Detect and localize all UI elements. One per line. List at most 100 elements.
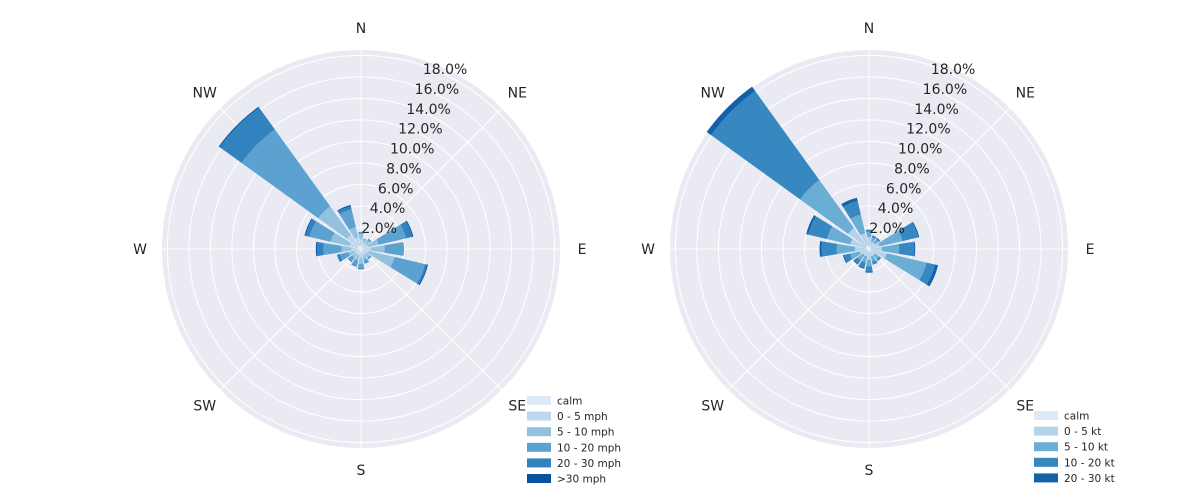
bar-w-series-3 — [341, 245, 352, 253]
bar-wsw-series-3 — [850, 251, 861, 260]
bar-e-series-3 — [370, 245, 385, 253]
bar-w-series-3 — [836, 243, 856, 255]
bar-wnw-series-1 — [865, 247, 869, 249]
compass-label-se: SE — [1016, 398, 1034, 414]
bar-ssw-series-1 — [359, 249, 361, 252]
legend-swatch — [527, 396, 551, 405]
bar-ne-series-3 — [873, 239, 879, 245]
radial-gridline — [717, 97, 1021, 401]
bar-n-series-2 — [867, 237, 871, 246]
compass-label-s: S — [865, 463, 874, 479]
bar-ene-series-2 — [362, 245, 369, 249]
radial-gridline — [166, 54, 556, 444]
bar-w-series-2 — [855, 246, 866, 252]
bar-n-series-1 — [360, 245, 362, 249]
bar-ene-series-4 — [898, 222, 919, 242]
bar-sw-series-3 — [857, 253, 865, 261]
legend-label: 20 - 30 kt — [1064, 473, 1115, 485]
angular-gridline — [360, 107, 503, 250]
bar-ssw-series-2 — [357, 250, 361, 256]
bar-e-series-1 — [361, 248, 364, 250]
bar-nw-series-3 — [318, 206, 351, 239]
bar-nnw-series-4 — [842, 200, 861, 219]
compass-label-nw: NW — [193, 86, 217, 102]
bar-w-series-1 — [865, 248, 869, 250]
bar-s-series-3 — [358, 257, 364, 265]
radial-tick-label: 18.0% — [931, 62, 975, 78]
bar-nnw-series-4 — [339, 209, 356, 230]
bar-se-series-3 — [364, 252, 370, 258]
bar-wsw-series-4 — [340, 251, 351, 261]
bar-wsw-series-1 — [866, 249, 869, 251]
bar-wnw-series-2 — [349, 242, 359, 249]
bar-wsw-series-1 — [358, 249, 361, 251]
bar-nw-series-2 — [347, 235, 359, 247]
radial-tick-label: 2.0% — [361, 221, 397, 237]
radial-gridline — [295, 183, 427, 315]
legend-swatch — [1034, 411, 1058, 420]
bar-nw-series-1 — [865, 245, 869, 249]
bar-ne-series-2 — [870, 242, 876, 248]
bar-ene-series-5 — [912, 221, 920, 238]
bar-wsw-series-2 — [859, 249, 868, 255]
legend-label: 0 - 5 kt — [1064, 426, 1101, 438]
bar-s-series-5 — [865, 271, 873, 273]
radial-tick-label: 4.0% — [370, 201, 406, 217]
compass-label-w: W — [641, 242, 655, 258]
legend-label: 20 - 30 mph — [557, 458, 621, 470]
bar-e-series-4 — [898, 241, 915, 257]
bar-e-series-4 — [384, 242, 405, 256]
bar-ssw-series-2 — [865, 250, 869, 257]
bar-se-series-4 — [367, 255, 372, 260]
bar-ssw-series-3 — [354, 254, 360, 261]
bar-nw-series-4 — [711, 91, 820, 200]
radial-tick-label: 6.0% — [378, 181, 414, 197]
bar-w-series-6 — [315, 241, 318, 257]
radial-tick-label: 2.0% — [869, 221, 905, 237]
bar-sw-series-1 — [867, 249, 869, 251]
bar-w-series-2 — [351, 247, 358, 251]
legend-swatch — [527, 474, 551, 483]
radial-tick-label: 12.0% — [398, 122, 442, 138]
bar-nne-series-1 — [869, 246, 871, 249]
bar-w-series-4 — [323, 242, 342, 256]
radial-tick-label: 16.0% — [415, 82, 459, 98]
bar-nne-series-1 — [361, 246, 363, 249]
bar-wnw-series-5 — [806, 215, 816, 235]
compass-label-ne: NE — [1016, 86, 1035, 102]
bar-wnw-series-6 — [304, 218, 313, 236]
compass-label-n: N — [356, 21, 366, 37]
bar-ese-series-2 — [362, 249, 369, 253]
bar-ese-series-3 — [367, 250, 395, 268]
bar-w-series-5 — [316, 241, 324, 257]
legend-label: 0 - 5 mph — [557, 411, 608, 423]
bar-ssw-series-3 — [861, 255, 868, 263]
compass-label-nw: NW — [701, 86, 725, 102]
legend-swatch — [1034, 442, 1058, 452]
bar-sse-series-3 — [362, 254, 367, 260]
bar-se-series-1 — [869, 249, 871, 251]
bar-wnw-series-2 — [850, 238, 867, 249]
bar-s-series-1 — [868, 249, 870, 253]
bar-ne-series-1 — [869, 247, 871, 249]
bar-nnw-series-1 — [867, 245, 869, 249]
bar-ese-series-3 — [884, 253, 927, 281]
bar-s-series-3 — [866, 259, 872, 267]
bar-s-series-5 — [357, 268, 365, 270]
bar-sw-series-2 — [355, 250, 360, 255]
bar-nne-series-4 — [871, 235, 877, 239]
bar-sw-series-4 — [348, 255, 355, 262]
bar-nne-series-3 — [870, 237, 876, 243]
bar-ese-series-1 — [869, 249, 872, 251]
legend-swatch — [527, 427, 551, 437]
bar-wnw-series-3 — [827, 226, 853, 245]
bar-n-series-4 — [358, 231, 364, 235]
bar-s-series-4 — [357, 263, 365, 269]
bar-nne-series-3 — [362, 239, 367, 244]
radial-tick-label: 6.0% — [886, 181, 922, 197]
bar-wsw-series-5 — [336, 253, 343, 263]
bar-n-series-3 — [358, 233, 364, 240]
bar-n-series-2 — [359, 239, 363, 246]
bar-ene-series-3 — [367, 239, 379, 248]
